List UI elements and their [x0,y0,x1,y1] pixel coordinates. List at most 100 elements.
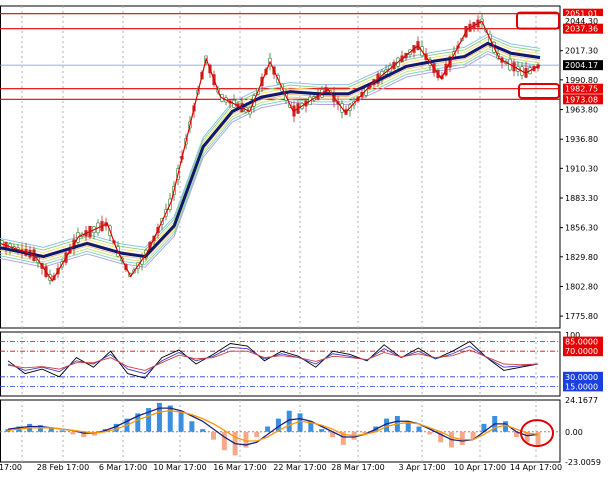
time-tick-label: 3 Apr 17:00 [398,463,445,472]
target-box-upper [516,11,560,30]
osc-tick-label: 100 [565,331,580,340]
histogram-bar [113,423,119,432]
time-tick-label: 10 Mar 17:00 [153,463,206,472]
histogram-bar [308,421,314,432]
price-level-tag [563,60,603,71]
histogram-bar [297,413,303,432]
ma-ribbon-line [0,36,541,251]
histogram-bar [286,410,292,432]
osc-level-tag [563,371,603,382]
highlight-circle [520,419,554,448]
price-level-label: 1982.75 [565,85,598,94]
histogram-bar [524,431,530,443]
histogram-bar [275,418,281,432]
time-tick-label: 10 Apr 17:00 [454,463,506,472]
signal-line [7,410,539,442]
histogram-bar [459,431,465,445]
osc-level-label: 30.0000 [565,373,598,382]
price-tick-label: 1775.80 [565,312,598,321]
price-tick-label: 1883.30 [565,194,598,203]
osc-level-tag [563,336,603,347]
histogram-bar [211,431,217,440]
histogram-panel [0,402,560,456]
histogram-bar [535,431,541,445]
ma-ribbon-line [0,33,541,248]
price-tick-label: 1963.80 [565,106,598,115]
histogram-bar [135,413,141,432]
histogram-bar [340,431,346,445]
moving-average-line [0,41,541,259]
ma-ribbon-line [0,38,541,254]
histogram-bar [481,423,487,432]
zigzag-line [0,20,541,282]
time-tick-label: Feb 17:00 [0,463,22,472]
histogram-bar [384,418,390,432]
price-level-tag [563,8,603,19]
price-level-label: 2051.01 [565,10,598,19]
histogram-bar [438,431,444,443]
time-tick-label: 28 Mar 17:00 [331,463,384,472]
histogram-bar [167,405,173,432]
price-level-label: 2037.36 [565,25,598,34]
time-tick-label: 14 Apr 17:00 [510,463,562,472]
hist-tick-label: 0.00 [565,428,583,437]
histogram-bar [189,421,195,432]
histogram-bar [37,425,43,432]
oscillator-line [7,349,539,371]
price-level-label: 1973.08 [565,95,598,104]
price-level-label: 2044.30 [565,17,598,26]
price-tick-label: 2017.30 [565,47,598,56]
price-tick-label: 1829.80 [565,253,598,262]
histogram-bar [59,430,65,432]
histogram-bar [513,431,519,438]
histogram-bar [156,402,162,432]
price-level-tag [563,83,603,94]
histogram-bar [503,421,509,432]
oscillator-panel [0,341,560,387]
osc-level-label: 70.0000 [565,347,598,356]
osc-level-tag [563,346,603,357]
histogram-bar [265,426,271,432]
osc-level-tag [563,381,603,392]
price-level-tag [563,23,603,34]
target-box-lower [518,83,560,100]
histogram-bar [81,431,87,438]
histogram-bar [243,431,249,448]
histogram-bar [221,431,227,451]
histogram-bar [319,429,325,432]
time-tick-label: 28 Feb 17:00 [37,463,89,472]
price-level-label: 2004.17 [565,61,598,70]
price-tick-label: 1936.80 [565,135,598,144]
time-tick-label: 22 Mar 17:00 [273,463,326,472]
histogram-bar [470,431,476,440]
axis-layer: 2017.30 1990.80 1963.80 1936.80 1910.30 1883.… [0,8,603,472]
histogram-bar [70,431,76,435]
price-tick-label: 1990.80 [565,76,598,85]
histogram-bar [200,429,206,432]
osc-level-label: 15.0000 [565,382,598,391]
price-level-tag [563,94,603,105]
histogram-bar [405,421,411,432]
price-frame [0,5,561,329]
price-tick-label: 1802.80 [565,282,598,291]
ma-ribbon-line [0,45,541,260]
price-tick-label: 1856.30 [565,224,598,233]
hist-tick-label: 24.1677 [565,396,598,405]
hist-tick-label: -23.0059 [565,458,601,467]
time-tick-label: 6 Mar 17:00 [99,463,147,472]
histogram-bar [92,431,98,436]
time-tick-label: 16 Mar 17:00 [213,463,266,472]
histogram-bar [146,408,152,432]
price-tick-label: 1910.30 [565,164,598,173]
histogram-bar [329,431,335,438]
histogram-bar [416,426,422,432]
histogram-bar [362,431,368,435]
histogram-bar [48,427,54,432]
price-level-tag [563,16,603,27]
histogram-bar [178,410,184,432]
histogram-bar [254,431,260,438]
price-panel [0,11,560,285]
osc-level-label: 85.0000 [565,338,598,347]
